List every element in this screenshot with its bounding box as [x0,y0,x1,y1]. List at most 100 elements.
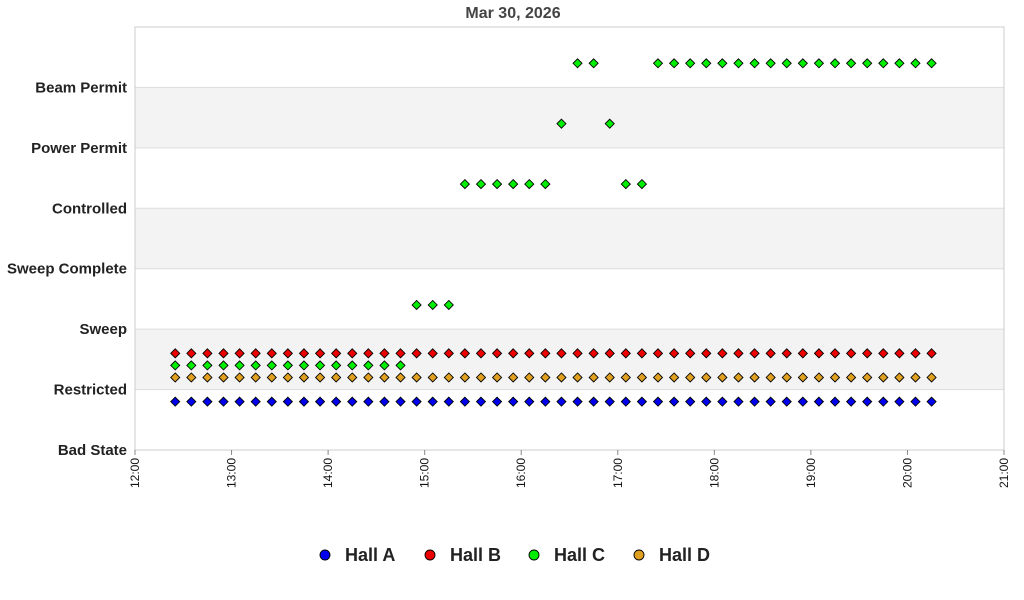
plot-border [134,26,1005,451]
data-point-hall-d [862,372,873,383]
data-point-hall-b [845,348,857,359]
data-point-hall-a [459,396,471,407]
data-point-hall-a [298,396,310,407]
x-tick-label: 16:00 [514,458,528,488]
legend-item-hall-d: Hall D [633,545,710,565]
data-point-hall-d [829,372,841,383]
data-point-hall-c [314,360,326,371]
data-point-hall-a [926,396,937,407]
data-point-hall-a [524,396,535,407]
data-point-hall-b [395,348,406,359]
data-point-hall-d [717,372,728,383]
data-point-hall-b [620,348,631,359]
legend-label-hall-d: Hall D [659,545,710,565]
data-point-hall-c [218,360,229,371]
x-tick-label: 18:00 [707,458,721,488]
y-category-label: Beam Permit [35,79,127,96]
data-point-hall-a [910,396,921,407]
data-point-hall-b [556,348,567,359]
data-point-hall-b [540,348,551,359]
data-point-hall-a [749,396,760,407]
data-point-hall-b [685,348,696,359]
y-category-label: Restricted [54,382,127,399]
data-point-hall-b [491,348,503,359]
data-point-hall-c [411,299,422,311]
data-point-hall-a [845,396,857,407]
data-point-hall-b [508,348,519,359]
data-point-hall-c [668,58,680,69]
data-point-hall-a [588,396,599,407]
data-point-hall-b [347,348,358,359]
data-point-hall-b [202,348,213,359]
data-point-hall-c [282,360,294,371]
data-point-hall-d [491,372,503,383]
grid-band [135,27,1004,88]
data-point-hall-d [540,372,551,383]
data-point-hall-c [797,58,808,69]
data-point-hall-a [266,396,277,407]
data-point-hall-c [395,360,406,371]
data-point-hall-a [894,396,905,407]
data-point-hall-d [234,372,245,383]
data-point-hall-a [331,396,342,407]
grid-band [135,147,1004,209]
data-point-hall-b [910,348,921,359]
data-point-hall-b [443,348,454,359]
data-point-hall-b [717,348,728,359]
x-tick-label: 21:00 [997,458,1011,488]
data-point-hall-c [427,299,438,311]
data-point-hall-d [604,372,615,383]
data-point-hall-a [717,396,728,407]
data-point-hall-c [331,360,342,371]
data-point-hall-d [636,372,648,383]
data-point-hall-a [604,396,615,407]
data-point-hall-a [427,396,438,407]
data-point-hall-b [411,348,422,359]
data-point-hall-b [170,348,181,359]
data-point-hall-c [894,58,905,69]
data-point-hall-b [331,348,342,359]
x-tick-label: 15:00 [418,458,432,488]
data-point-hall-d [202,372,213,383]
data-point-hall-d [813,372,825,383]
data-point-hall-a [781,396,792,407]
data-point-hall-b [572,348,583,359]
data-point-hall-a [829,396,841,407]
legend-marker-hall-a [319,549,331,561]
data-point-hall-a [363,396,374,407]
legend: Hall A Hall B Hall C Hall D [319,545,710,565]
data-point-hall-a [556,396,567,407]
data-point-hall-d [878,372,889,383]
data-point-hall-d [170,372,181,383]
data-point-hall-c [234,360,245,371]
data-point-hall-c [379,360,390,371]
data-point-hall-c [298,360,310,371]
grid-band [135,87,1004,148]
data-point-hall-d [459,372,471,383]
data-point-hall-b [459,348,471,359]
x-tick-label: 14:00 [321,458,335,488]
data-point-hall-d [331,372,342,383]
data-point-hall-b [379,348,390,359]
data-point-hall-d [395,372,406,383]
legend-marker-hall-c [528,549,540,561]
data-point-hall-b [813,348,825,359]
data-point-hall-c [588,58,599,69]
data-point-hall-c [266,360,277,371]
data-point-hall-d [749,372,760,383]
data-point-hall-a [765,396,776,407]
data-point-hall-b [701,348,712,359]
data-point-hall-a [411,396,422,407]
data-point-hall-b [878,348,889,359]
data-point-hall-c [862,58,873,69]
data-point-hall-c [491,178,503,190]
x-tick-label: 12:00 [128,458,142,488]
data-point-hall-b [186,348,197,359]
data-point-hall-d [298,372,310,383]
data-point-hall-d [765,372,776,383]
data-point-hall-a [878,396,889,407]
data-point-hall-b [781,348,792,359]
y-category-label: Controlled [52,200,127,217]
data-point-hall-a [314,396,326,407]
data-point-hall-a [668,396,680,407]
